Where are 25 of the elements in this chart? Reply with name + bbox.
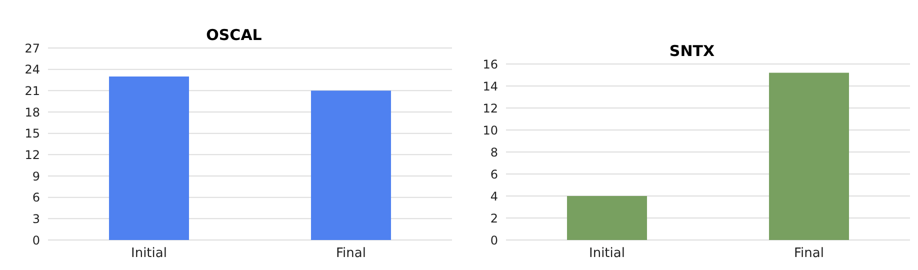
x-tick-label: Initial <box>131 246 167 262</box>
y-tick-label: 6 <box>490 167 498 182</box>
y-tick-label: 3 <box>32 212 40 226</box>
y-tick-label: 12 <box>24 148 40 162</box>
y-tick-label: 9 <box>32 169 40 184</box>
x-tick-label: Initial <box>589 246 625 262</box>
y-tick-label: 14 <box>482 79 498 94</box>
y-tick-label: 12 <box>482 101 498 116</box>
y-tick-label: 2 <box>490 211 498 226</box>
y-tick-label: 21 <box>24 84 40 98</box>
y-tick-label: 16 <box>482 57 498 72</box>
y-tick-label: 8 <box>490 145 498 160</box>
y-tick-label: 15 <box>24 126 40 141</box>
x-tick-label: Final <box>794 246 824 262</box>
y-tick-label: 0 <box>32 233 40 248</box>
y-tick-label: 27 <box>24 41 40 56</box>
x-tick-label: Final <box>336 246 366 262</box>
y-tick-label: 24 <box>24 62 40 77</box>
y-tick-label: 10 <box>482 123 498 138</box>
y-tick-label: 0 <box>490 233 498 248</box>
chart-title: OSCAL <box>206 26 262 44</box>
y-tick-label: 4 <box>490 189 498 204</box>
chart-title: SNTX <box>669 42 715 60</box>
y-tick-label: 6 <box>32 190 40 205</box>
y-tick-label: 18 <box>24 105 40 120</box>
